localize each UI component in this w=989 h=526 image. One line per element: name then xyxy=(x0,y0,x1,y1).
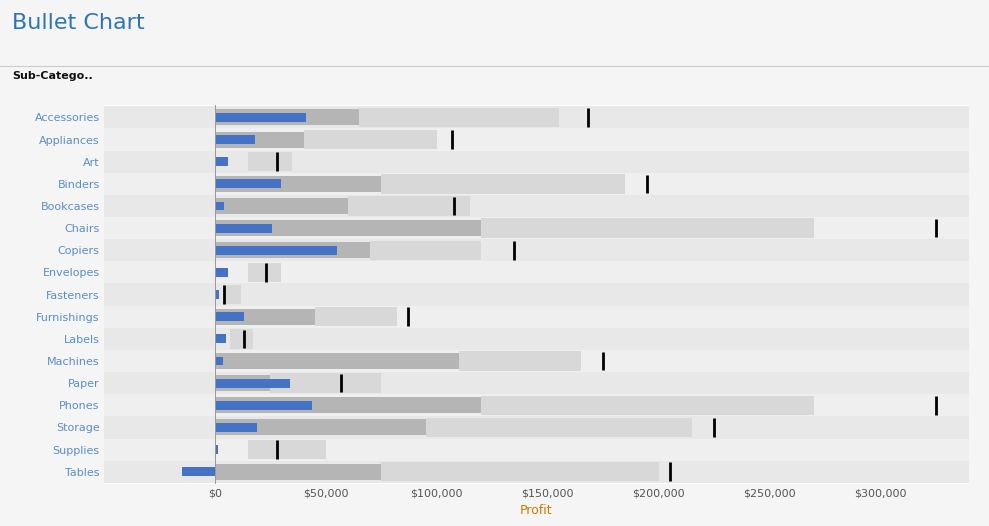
Text: Bullet Chart: Bullet Chart xyxy=(12,13,144,33)
Bar xyxy=(215,179,281,188)
Bar xyxy=(104,128,969,150)
Bar xyxy=(348,196,470,216)
Bar xyxy=(215,132,359,147)
Bar xyxy=(215,375,304,391)
Bar xyxy=(104,106,969,128)
Bar xyxy=(215,423,257,432)
Bar xyxy=(104,173,969,195)
Bar xyxy=(215,201,224,210)
Bar xyxy=(370,240,481,260)
Bar xyxy=(215,397,648,413)
Bar xyxy=(215,246,337,255)
Bar xyxy=(248,440,325,459)
Bar xyxy=(248,262,281,282)
Bar xyxy=(215,464,481,480)
Bar xyxy=(315,307,397,327)
Bar xyxy=(215,419,537,436)
Bar xyxy=(215,176,481,192)
Bar xyxy=(104,217,969,239)
Bar xyxy=(215,135,255,144)
Bar xyxy=(104,306,969,328)
Bar xyxy=(182,467,215,476)
Bar xyxy=(104,150,969,173)
Bar xyxy=(104,439,969,461)
Bar xyxy=(215,157,228,166)
Bar xyxy=(215,335,225,343)
Bar xyxy=(215,379,290,388)
Bar xyxy=(230,329,252,349)
Bar xyxy=(104,328,969,350)
Bar xyxy=(215,220,648,236)
Bar xyxy=(459,351,581,371)
Bar xyxy=(248,152,293,171)
Bar xyxy=(215,445,219,454)
Bar xyxy=(215,357,223,366)
Bar xyxy=(270,373,381,393)
Bar xyxy=(225,285,241,305)
Bar xyxy=(215,109,437,125)
Bar xyxy=(215,290,220,299)
Bar xyxy=(215,353,537,369)
Text: Sub-Catego..: Sub-Catego.. xyxy=(12,71,93,81)
Bar xyxy=(104,284,969,306)
Bar xyxy=(215,198,381,214)
Bar xyxy=(381,462,659,481)
Bar xyxy=(215,401,313,410)
Bar xyxy=(104,239,969,261)
Bar xyxy=(215,242,414,258)
Bar xyxy=(215,268,228,277)
Bar xyxy=(425,418,692,437)
Bar xyxy=(104,461,969,483)
Bar xyxy=(481,218,814,238)
X-axis label: Profit: Profit xyxy=(520,503,553,517)
Bar xyxy=(359,108,559,127)
Bar xyxy=(104,394,969,417)
Bar xyxy=(215,113,306,122)
Bar xyxy=(215,312,243,321)
Bar xyxy=(104,350,969,372)
Bar xyxy=(104,195,969,217)
Bar xyxy=(481,396,814,415)
Bar xyxy=(381,174,625,194)
Bar xyxy=(304,130,437,149)
Bar xyxy=(215,309,359,325)
Bar xyxy=(104,372,969,394)
Bar xyxy=(104,261,969,284)
Bar xyxy=(215,224,273,232)
Bar xyxy=(104,417,969,439)
